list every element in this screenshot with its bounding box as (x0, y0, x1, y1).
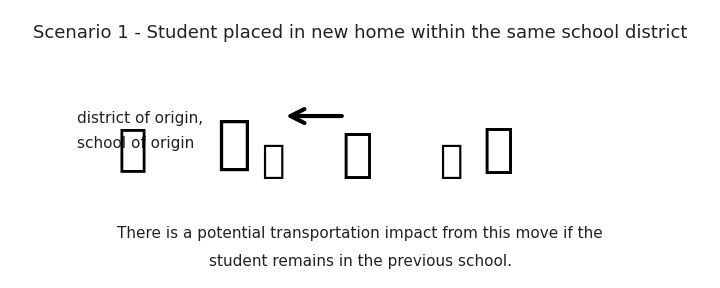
Text: Scenario 1 - Student placed in new home within the same school district: Scenario 1 - Student placed in new home … (33, 24, 687, 42)
Text: 👧: 👧 (261, 142, 284, 180)
Text: 🏠: 🏠 (482, 124, 514, 176)
Text: There is a potential transportation impact from this move if the: There is a potential transportation impa… (117, 226, 603, 241)
Text: 🏠: 🏠 (117, 126, 148, 174)
Text: 👧: 👧 (439, 142, 463, 180)
Text: student remains in the previous school.: student remains in the previous school. (209, 254, 511, 269)
Text: 🚌: 🚌 (341, 129, 373, 181)
Text: school of origin: school of origin (77, 137, 194, 151)
Text: 🏫: 🏫 (217, 115, 251, 173)
Text: district of origin,: district of origin, (77, 111, 203, 126)
